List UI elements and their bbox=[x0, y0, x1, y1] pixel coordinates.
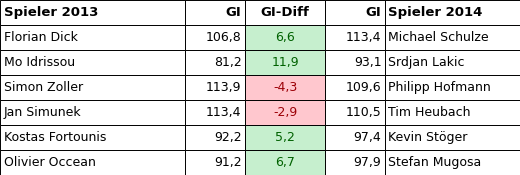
Text: 97,4: 97,4 bbox=[354, 131, 382, 144]
Text: 113,9: 113,9 bbox=[206, 81, 241, 94]
Bar bbox=[185, 25, 245, 50]
Text: Simon Zoller: Simon Zoller bbox=[4, 81, 83, 94]
Bar bbox=[0, 150, 185, 175]
Text: 81,2: 81,2 bbox=[214, 56, 241, 69]
Bar bbox=[0, 25, 185, 50]
Text: Kevin Stöger: Kevin Stöger bbox=[388, 131, 468, 144]
Text: Florian Dick: Florian Dick bbox=[4, 31, 77, 44]
Text: 6,6: 6,6 bbox=[275, 31, 295, 44]
Bar bbox=[185, 150, 245, 175]
Bar bbox=[385, 75, 520, 100]
Text: 97,9: 97,9 bbox=[354, 156, 382, 169]
Bar bbox=[385, 0, 520, 25]
Text: -4,3: -4,3 bbox=[273, 81, 297, 94]
Bar bbox=[245, 100, 325, 125]
Bar bbox=[325, 125, 385, 150]
Bar bbox=[185, 75, 245, 100]
Text: Kostas Fortounis: Kostas Fortounis bbox=[4, 131, 106, 144]
Bar bbox=[385, 150, 520, 175]
Text: 93,1: 93,1 bbox=[354, 56, 382, 69]
Text: 113,4: 113,4 bbox=[346, 31, 382, 44]
Text: Stefan Mugosa: Stefan Mugosa bbox=[388, 156, 482, 169]
Text: GI: GI bbox=[366, 6, 382, 19]
Text: Michael Schulze: Michael Schulze bbox=[388, 31, 489, 44]
Text: Olivier Occean: Olivier Occean bbox=[4, 156, 95, 169]
Bar bbox=[185, 100, 245, 125]
Text: 6,7: 6,7 bbox=[275, 156, 295, 169]
Bar bbox=[245, 50, 325, 75]
Text: 11,9: 11,9 bbox=[271, 56, 299, 69]
Bar bbox=[185, 0, 245, 25]
Bar bbox=[245, 75, 325, 100]
Bar bbox=[185, 125, 245, 150]
Bar bbox=[245, 25, 325, 50]
Text: Philipp Hofmann: Philipp Hofmann bbox=[388, 81, 491, 94]
Bar bbox=[0, 75, 185, 100]
Text: 110,5: 110,5 bbox=[346, 106, 382, 119]
Text: 113,4: 113,4 bbox=[206, 106, 241, 119]
Text: GI: GI bbox=[226, 6, 241, 19]
Bar bbox=[385, 50, 520, 75]
Bar bbox=[245, 125, 325, 150]
Text: 91,2: 91,2 bbox=[214, 156, 241, 169]
Text: Srdjan Lakic: Srdjan Lakic bbox=[388, 56, 465, 69]
Text: Tim Heubach: Tim Heubach bbox=[388, 106, 471, 119]
Text: GI-Diff: GI-Diff bbox=[261, 6, 309, 19]
Text: 106,8: 106,8 bbox=[206, 31, 241, 44]
Text: Mo Idrissou: Mo Idrissou bbox=[4, 56, 75, 69]
Bar bbox=[325, 25, 385, 50]
Bar bbox=[0, 125, 185, 150]
Text: 109,6: 109,6 bbox=[346, 81, 382, 94]
Bar bbox=[325, 150, 385, 175]
Bar bbox=[0, 0, 185, 25]
Bar bbox=[0, 50, 185, 75]
Bar bbox=[385, 25, 520, 50]
Bar bbox=[185, 50, 245, 75]
Bar bbox=[0, 100, 185, 125]
Text: Spieler 2014: Spieler 2014 bbox=[388, 6, 483, 19]
Text: 5,2: 5,2 bbox=[275, 131, 295, 144]
Bar bbox=[325, 75, 385, 100]
Bar bbox=[325, 100, 385, 125]
Bar bbox=[385, 100, 520, 125]
Bar bbox=[385, 125, 520, 150]
Bar bbox=[325, 0, 385, 25]
Bar bbox=[245, 150, 325, 175]
Text: 92,2: 92,2 bbox=[214, 131, 241, 144]
Bar bbox=[325, 50, 385, 75]
Text: Spieler 2013: Spieler 2013 bbox=[4, 6, 98, 19]
Text: -2,9: -2,9 bbox=[273, 106, 297, 119]
Text: Jan Simunek: Jan Simunek bbox=[4, 106, 81, 119]
Bar bbox=[245, 0, 325, 25]
